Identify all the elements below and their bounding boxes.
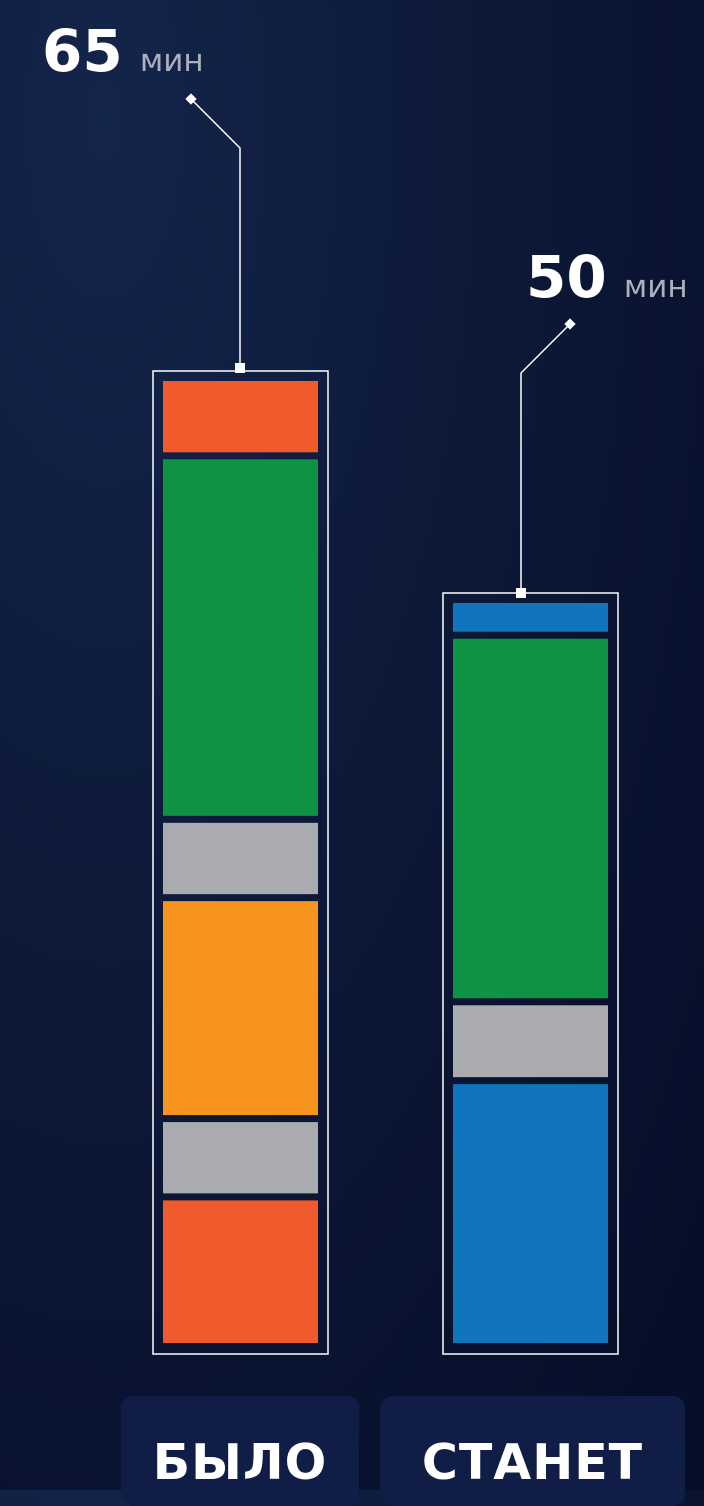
bar-segment-bylo-4 <box>163 901 318 1116</box>
callout-line-bylo <box>190 98 241 368</box>
callout-diamond-stanet <box>564 318 576 330</box>
bar-segment-bylo-6 <box>163 1200 318 1343</box>
callouts-layer: 65 мин 50 мин <box>42 17 688 598</box>
bar-segment-bylo-1 <box>163 381 318 453</box>
callout-anchor-bylo <box>235 363 245 373</box>
bar-segment-stanet-4 <box>453 1084 608 1343</box>
svg-text:50 мин: 50 мин <box>526 243 688 311</box>
bar-segment-bylo-2 <box>163 459 318 816</box>
category-label-bylo: БЫЛО <box>121 1396 359 1506</box>
total-unit-stanet: мин <box>624 269 688 305</box>
category-label-stanet: СТАНЕТ <box>380 1396 685 1506</box>
callout-anchor-stanet <box>516 588 526 598</box>
bars-layer <box>152 370 619 1355</box>
total-value-stanet: 50 <box>526 243 607 311</box>
total-unit-bylo: мин <box>140 43 204 79</box>
bar-segment-bylo-5 <box>163 1122 318 1194</box>
bar-segment-stanet-1 <box>453 603 608 632</box>
bar-segment-stanet-3 <box>453 1005 608 1078</box>
callout-line-stanet <box>520 323 571 596</box>
bar-segment-bylo-3 <box>163 822 318 895</box>
total-value-bylo: 65 <box>42 17 123 85</box>
bar-segment-stanet-2 <box>453 638 608 999</box>
svg-text:65 мин: 65 мин <box>42 17 204 85</box>
bar-frame-stanet <box>442 592 619 1355</box>
